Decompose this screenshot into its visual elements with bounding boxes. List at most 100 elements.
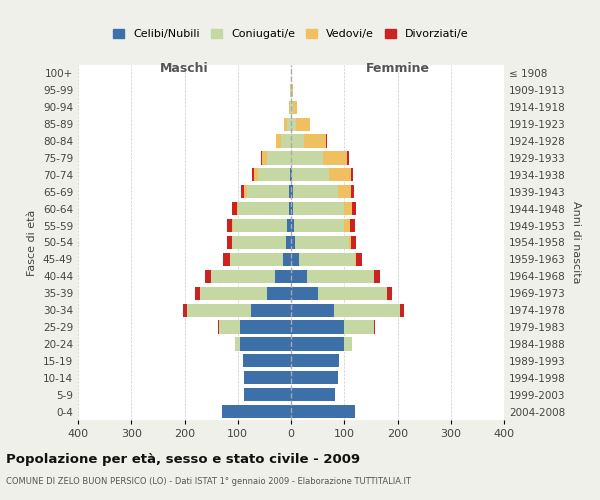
Bar [244, 185, 247, 198]
Bar [276, 134, 281, 147]
Bar [290, 100, 291, 114]
Bar [223, 253, 230, 266]
Bar [222, 405, 291, 418]
Bar [254, 168, 258, 181]
Bar [291, 236, 295, 249]
Bar [218, 320, 219, 334]
Bar [244, 388, 291, 401]
Bar [262, 152, 267, 164]
Bar [293, 185, 338, 198]
Bar [267, 152, 291, 164]
Bar [275, 270, 291, 283]
Bar [291, 185, 293, 198]
Bar [292, 84, 293, 97]
Bar [227, 219, 232, 232]
Bar [304, 134, 326, 147]
Bar [291, 219, 293, 232]
Bar [323, 152, 347, 164]
Bar [211, 270, 275, 283]
Text: Popolazione per età, sesso e stato civile - 2009: Popolazione per età, sesso e stato civil… [6, 452, 360, 466]
Bar [267, 286, 291, 300]
Bar [219, 320, 241, 334]
Bar [291, 371, 338, 384]
Bar [293, 202, 344, 215]
Bar [291, 253, 299, 266]
Bar [291, 152, 323, 164]
Bar [334, 304, 400, 316]
Bar [243, 354, 291, 368]
Bar [205, 270, 211, 283]
Bar [291, 320, 344, 334]
Bar [287, 219, 291, 232]
Bar [307, 270, 374, 283]
Bar [241, 338, 291, 350]
Bar [236, 202, 238, 215]
Bar [287, 118, 291, 131]
Bar [293, 219, 344, 232]
Bar [317, 286, 387, 300]
Bar [235, 338, 241, 350]
Bar [351, 236, 356, 249]
Bar [374, 270, 380, 283]
Bar [244, 371, 291, 384]
Bar [251, 168, 254, 181]
Y-axis label: Fasce di età: Fasce di età [28, 210, 37, 276]
Bar [187, 304, 251, 316]
Bar [344, 338, 352, 350]
Bar [338, 185, 351, 198]
Bar [291, 286, 317, 300]
Bar [227, 236, 232, 249]
Bar [247, 185, 289, 198]
Bar [291, 118, 296, 131]
Bar [351, 185, 354, 198]
Bar [289, 185, 291, 198]
Bar [251, 304, 291, 316]
Bar [258, 168, 290, 181]
Bar [284, 118, 287, 131]
Bar [291, 168, 292, 181]
Text: Femmine: Femmine [365, 62, 430, 74]
Bar [329, 168, 350, 181]
Bar [286, 236, 291, 249]
Bar [291, 134, 304, 147]
Bar [400, 304, 404, 316]
Bar [230, 253, 283, 266]
Bar [295, 236, 349, 249]
Bar [355, 253, 356, 266]
Bar [299, 253, 355, 266]
Y-axis label: Anni di nascita: Anni di nascita [571, 201, 581, 284]
Bar [291, 270, 307, 283]
Bar [241, 320, 291, 334]
Bar [291, 202, 293, 215]
Bar [195, 286, 200, 300]
Bar [344, 219, 350, 232]
Legend: Celibi/Nubili, Coniugati/e, Vedovi/e, Divorziati/e: Celibi/Nubili, Coniugati/e, Vedovi/e, Di… [109, 24, 473, 44]
Bar [344, 320, 374, 334]
Bar [291, 338, 344, 350]
Bar [291, 304, 334, 316]
Bar [238, 202, 289, 215]
Bar [232, 236, 286, 249]
Bar [233, 219, 287, 232]
Bar [232, 219, 233, 232]
Bar [291, 100, 293, 114]
Bar [349, 236, 351, 249]
Bar [281, 134, 291, 147]
Bar [350, 168, 353, 181]
Bar [291, 405, 355, 418]
Bar [232, 202, 236, 215]
Bar [293, 100, 297, 114]
Bar [241, 185, 244, 198]
Bar [260, 152, 262, 164]
Bar [183, 304, 187, 316]
Bar [289, 202, 291, 215]
Bar [290, 168, 291, 181]
Bar [200, 286, 267, 300]
Bar [292, 168, 329, 181]
Bar [291, 354, 339, 368]
Bar [352, 202, 356, 215]
Text: COMUNE DI ZELO BUON PERSICO (LO) - Dati ISTAT 1° gennaio 2009 - Elaborazione TUT: COMUNE DI ZELO BUON PERSICO (LO) - Dati … [6, 478, 411, 486]
Text: Maschi: Maschi [160, 62, 209, 74]
Bar [296, 118, 310, 131]
Bar [344, 202, 352, 215]
